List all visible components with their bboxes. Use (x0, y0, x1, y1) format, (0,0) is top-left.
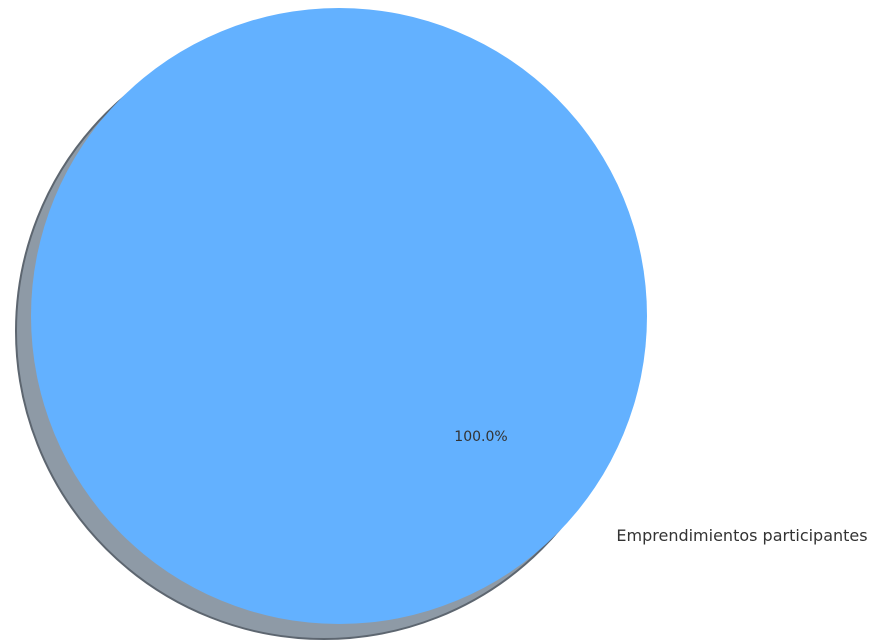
pie-slices (31, 8, 647, 624)
pie-slice-0 (31, 8, 647, 624)
slice-category-label: Emprendimientos participantes (616, 526, 867, 545)
slice-percent-label: 100.0% (454, 429, 507, 445)
